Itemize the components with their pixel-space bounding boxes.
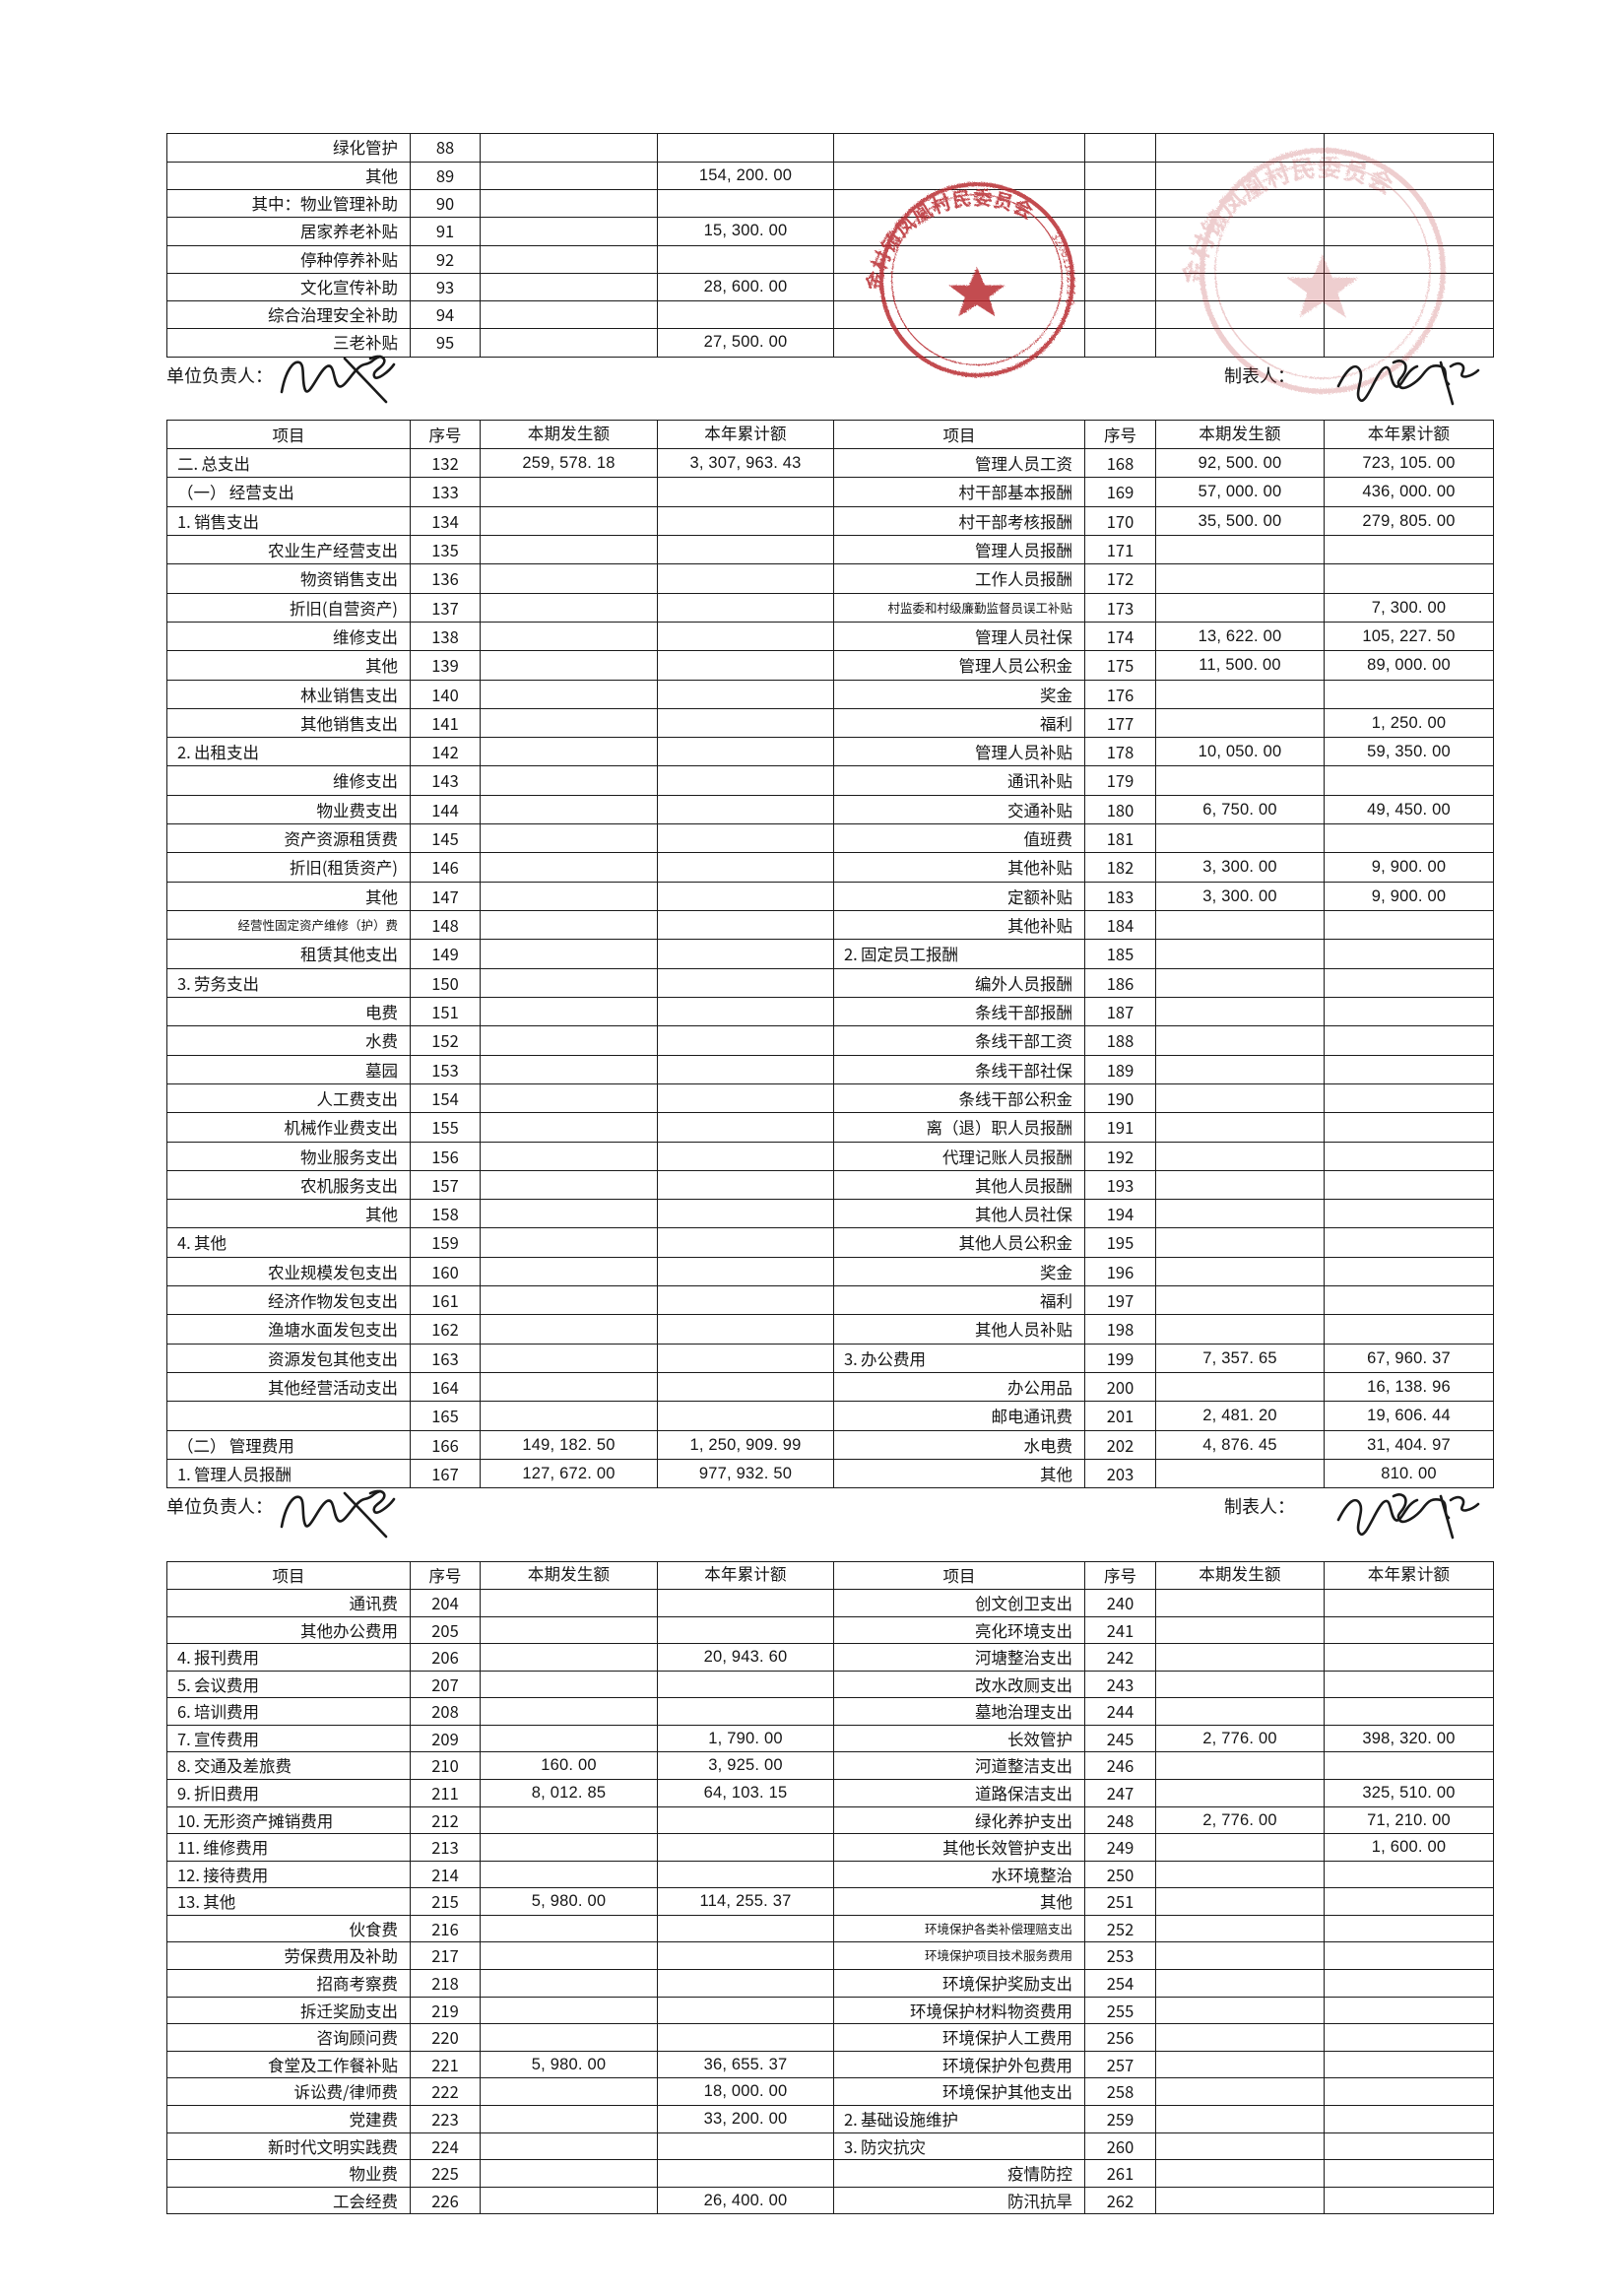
svg-text:金村镇凤凰村民委员会: 金村镇凤凰村民委员会: [1180, 149, 1400, 288]
svg-text:3206118211 0: 3206118211 0: [1048, 230, 1079, 306]
